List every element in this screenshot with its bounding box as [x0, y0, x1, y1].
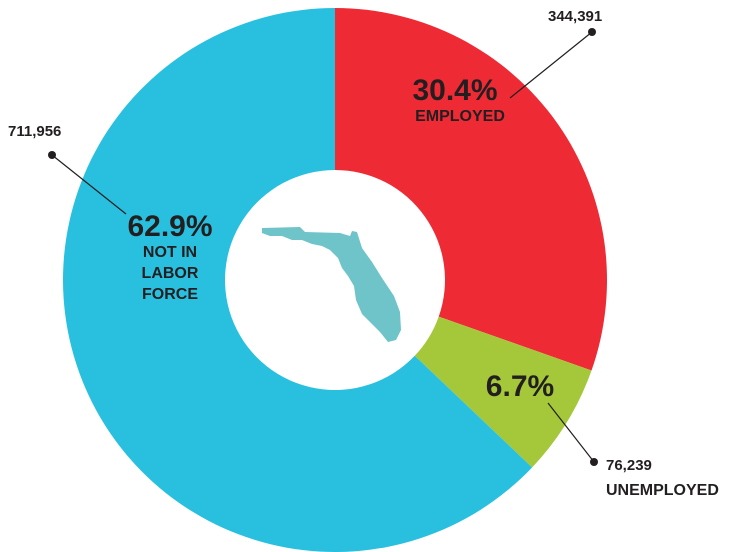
- leader-dot: [588, 28, 596, 36]
- donut-segment: [335, 8, 607, 371]
- donut-segment: [63, 8, 533, 552]
- category-label: EMPLOYED: [415, 108, 505, 125]
- category-label: NOT IN LABOR FORCE: [141, 244, 199, 303]
- category-label: UNEMPLOYED: [606, 482, 719, 499]
- count-label: 711,956: [8, 123, 62, 140]
- leader-dot: [590, 458, 598, 466]
- leader-line: [509, 31, 593, 99]
- leader-line: [547, 402, 595, 463]
- count-label: 76,239: [606, 457, 652, 474]
- leader-line: [51, 154, 127, 215]
- leader-dot: [48, 151, 56, 159]
- percent-label: 6.7%: [485, 370, 555, 403]
- state-outline: [262, 227, 401, 342]
- count-label: 344,391: [548, 8, 603, 25]
- percent-label: 62.9%: [127, 210, 213, 243]
- donut-segment: [414, 316, 592, 468]
- percent-label: 30.4%: [412, 74, 498, 107]
